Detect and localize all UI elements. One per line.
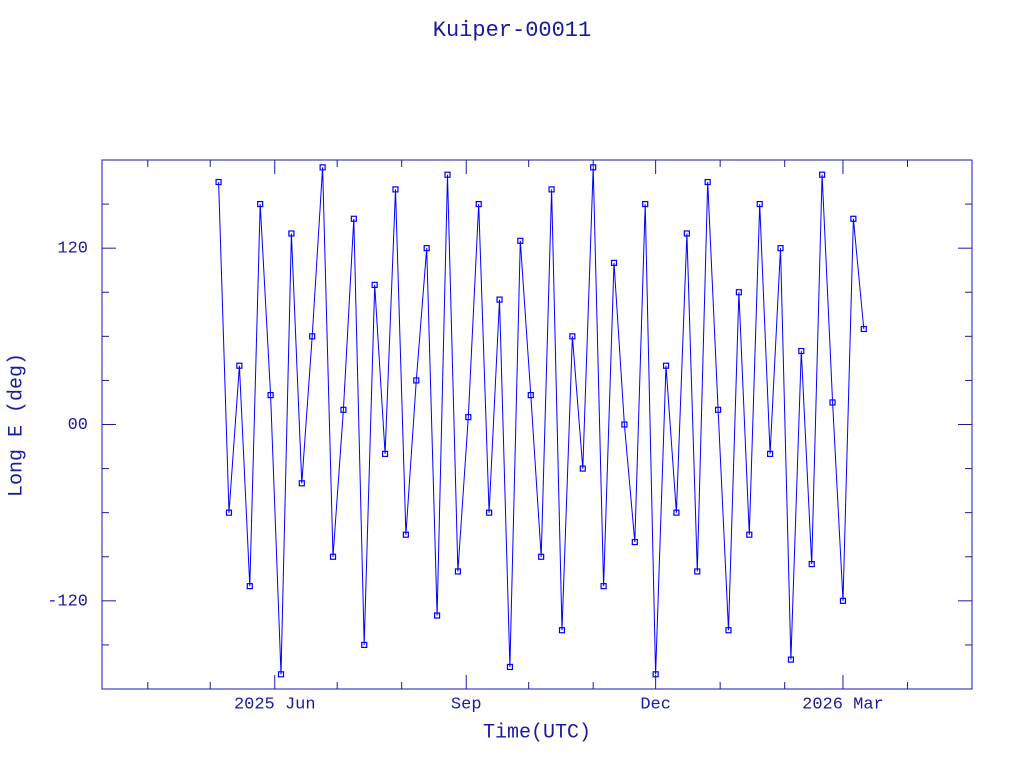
data-point <box>767 450 774 457</box>
x-tick-label: 2026 Mar <box>802 695 884 714</box>
data-point <box>215 178 222 186</box>
data-point <box>277 671 285 678</box>
data-point <box>527 392 534 399</box>
data-point <box>486 509 493 516</box>
x-tick-label: 2025 Jun <box>234 695 316 714</box>
data-point <box>590 164 597 171</box>
data-point <box>746 531 753 538</box>
data-point <box>538 553 545 560</box>
data-line <box>218 167 865 675</box>
data-point <box>642 200 649 208</box>
data-point <box>652 671 659 678</box>
y-tick-label: -120 <box>47 592 88 611</box>
data-point <box>475 200 482 208</box>
data-point <box>465 414 472 421</box>
x-tick-label: Dec <box>640 695 671 714</box>
data-point <box>496 296 503 303</box>
data-point <box>309 333 316 340</box>
data-point <box>673 509 680 516</box>
x-tick-label: Sep <box>451 695 482 714</box>
data-point <box>694 568 701 575</box>
data-point <box>683 230 690 237</box>
data-point <box>371 281 378 289</box>
data-point <box>517 237 524 244</box>
data-point <box>225 509 233 516</box>
data-point <box>298 480 305 487</box>
data-point <box>662 362 670 369</box>
data-point <box>860 325 867 333</box>
data-point <box>756 200 763 208</box>
data-point <box>621 421 628 428</box>
data-point <box>808 560 815 568</box>
data-point <box>350 215 357 222</box>
data-point <box>600 583 607 590</box>
data-point <box>839 597 847 604</box>
data-point <box>714 406 722 413</box>
data-point <box>819 171 826 178</box>
data-point <box>704 178 711 186</box>
data-point <box>288 230 295 237</box>
data-point <box>329 553 337 560</box>
data-point <box>569 333 576 340</box>
data-point <box>579 465 586 472</box>
data-point <box>610 259 618 266</box>
data-point <box>735 289 742 296</box>
data-point <box>444 171 451 178</box>
data-point <box>423 245 430 252</box>
data-point <box>433 612 441 619</box>
data-point <box>257 200 264 208</box>
data-point <box>236 362 243 369</box>
data-point <box>454 568 462 575</box>
data-point <box>361 641 368 649</box>
data-point <box>725 627 732 634</box>
data-point <box>787 656 795 663</box>
y-tick-label: 00 <box>68 416 88 435</box>
x-axis-label: Time(UTC) <box>483 721 591 744</box>
data-point <box>267 392 274 399</box>
data-point <box>413 377 420 384</box>
data-point <box>392 186 399 193</box>
data-point <box>506 663 514 671</box>
data-point <box>798 347 805 355</box>
data-point <box>246 583 253 590</box>
data-point <box>319 164 326 171</box>
plot-frame <box>101 159 973 690</box>
data-point <box>777 245 784 252</box>
data-point <box>548 186 555 193</box>
y-tick-label: 120 <box>57 240 88 259</box>
data-point <box>631 538 638 546</box>
y-axis-label: Long E (deg) <box>5 353 28 497</box>
data-point <box>381 450 389 457</box>
data-point <box>558 627 566 634</box>
data-point <box>402 531 409 538</box>
chart-title: Kuiper-00011 <box>433 18 591 43</box>
data-point <box>340 406 347 413</box>
data-point <box>850 215 857 222</box>
data-point <box>829 399 836 406</box>
